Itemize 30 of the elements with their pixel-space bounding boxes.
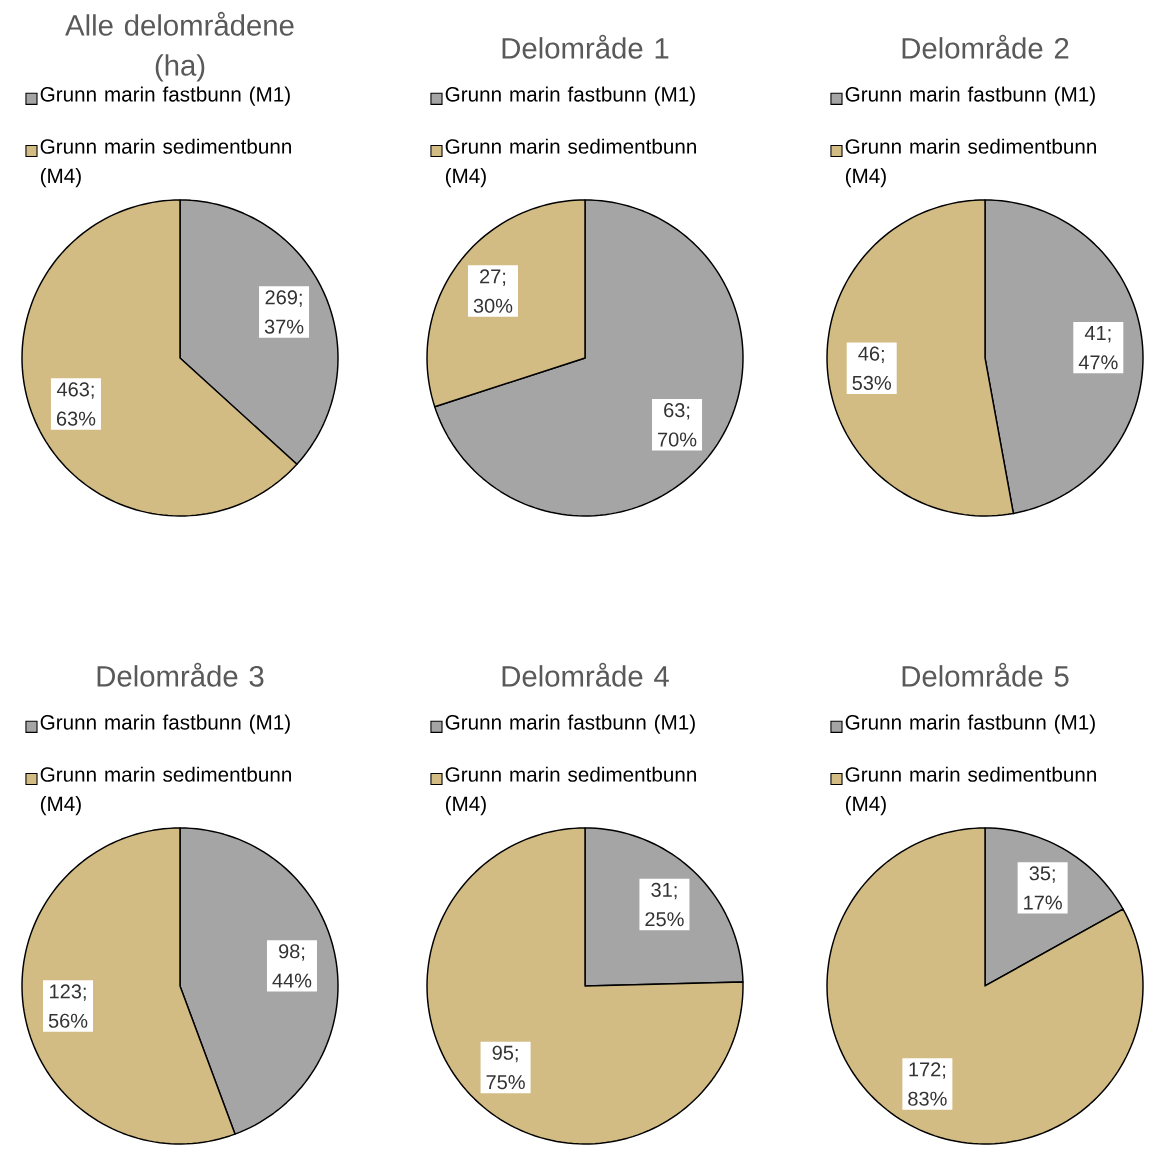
- data-label: 46; 53%: [852, 346, 891, 390]
- legend-label: Grunn marin sedimentbunn (M4): [845, 138, 1096, 188]
- legend-label: Grunn marin fastbunn (M1): [40, 714, 290, 734]
- data-label: 95; 75%: [486, 1045, 525, 1090]
- data-label: 123; 56%: [48, 984, 88, 1028]
- data-label: 41; 47%: [1078, 326, 1118, 370]
- legend-label: Grunn marin fastbunn (M1): [845, 86, 1095, 106]
- legend-label: Grunn marin sedimentbunn (M4): [445, 766, 696, 816]
- data-label: 172; 83%: [908, 1062, 947, 1106]
- legend-label: Grunn marin fastbunn (M1): [845, 714, 1095, 734]
- chart-title: Delområde 5: [902, 662, 1069, 687]
- data-label: 269; 37%: [264, 290, 304, 334]
- chart-title: Alle delområdene (ha): [65, 11, 294, 82]
- chart-title: Delområde 3: [97, 662, 264, 687]
- chart-title: Delområde 1: [502, 34, 669, 59]
- data-label: 98; 44%: [272, 944, 312, 988]
- legend-label: Grunn marin fastbunn (M1): [40, 86, 290, 106]
- data-label: 35; 17%: [1024, 866, 1062, 910]
- legend-label: Grunn marin fastbunn (M1): [445, 86, 695, 106]
- chart-title: Delområde 4: [502, 662, 669, 687]
- legend-label: Grunn marin sedimentbunn (M4): [445, 138, 696, 188]
- data-label: 63; 70%: [658, 403, 697, 447]
- data-label: 27; 30%: [473, 269, 513, 313]
- legend-label: Grunn marin sedimentbunn (M4): [40, 766, 291, 816]
- legend-label: Grunn marin sedimentbunn (M4): [845, 766, 1096, 816]
- legend-label: Grunn marin fastbunn (M1): [445, 714, 695, 734]
- data-label: 463; 63%: [56, 382, 96, 426]
- chart-title: Delområde 2: [902, 34, 1069, 59]
- legend-label: Grunn marin sedimentbunn (M4): [40, 138, 291, 188]
- data-label: 31; 25%: [645, 882, 684, 927]
